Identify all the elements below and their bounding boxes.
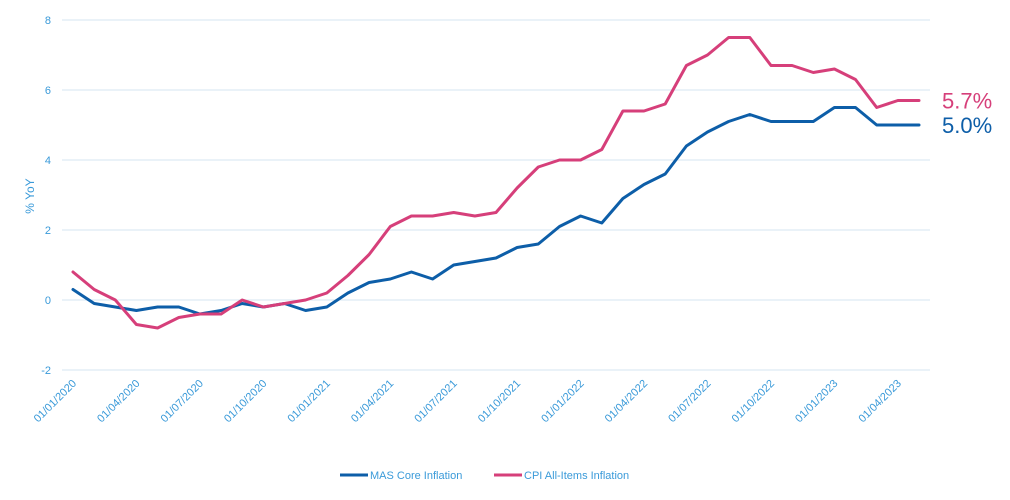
x-tick-label: 01/07/2022 [666,378,713,425]
x-tick-label: 01/10/2022 [730,378,777,425]
series-line-cpi-all-items [71,36,921,330]
x-tick-label: 01/04/2022 [603,378,650,425]
x-tick-label: 01/04/2023 [857,378,904,425]
gridlines [62,19,930,371]
x-tick-label: 01/04/2020 [95,378,142,425]
legend-label: MAS Core Inflation [370,470,462,482]
y-tick-label: 8 [45,15,51,27]
end-label-mas-core: 5.0% [942,113,992,138]
y-tick-label: 0 [45,295,51,307]
legend-label: CPI All-Items Inflation [524,470,629,482]
x-tick-label: 01/07/2020 [159,378,206,425]
x-tick-label: 01/01/2022 [539,378,586,425]
y-tick-label: -2 [41,365,51,377]
y-tick-label: 2 [45,225,51,237]
x-tick-label: 01/01/2020 [32,378,79,425]
legend: MAS Core Inflation CPI All-Items Inflatio… [340,470,629,482]
y-axis-ticks: -2 0 2 4 6 8 [41,15,51,377]
series-line-mas-core [71,106,921,316]
x-tick-label: 01/01/2021 [286,378,333,425]
end-value-labels: 5.0%5.7% [942,89,992,139]
x-axis-ticks: 01/01/2020 01/04/2020 01/07/2020 01/10/2020… [32,378,904,425]
y-tick-label: 6 [45,85,51,97]
x-tick-label: 01/10/2020 [222,378,269,425]
x-tick-label: 01/01/2023 [793,378,840,425]
x-tick-label: 01/04/2021 [349,378,396,425]
x-tick-label: 01/10/2021 [476,378,523,425]
end-label-cpi-all-items: 5.7% [942,89,992,114]
y-axis-title: % YoY [23,178,37,213]
x-tick-label: 01/07/2021 [412,378,459,425]
series-lines [71,36,921,330]
y-tick-label: 4 [45,155,51,167]
